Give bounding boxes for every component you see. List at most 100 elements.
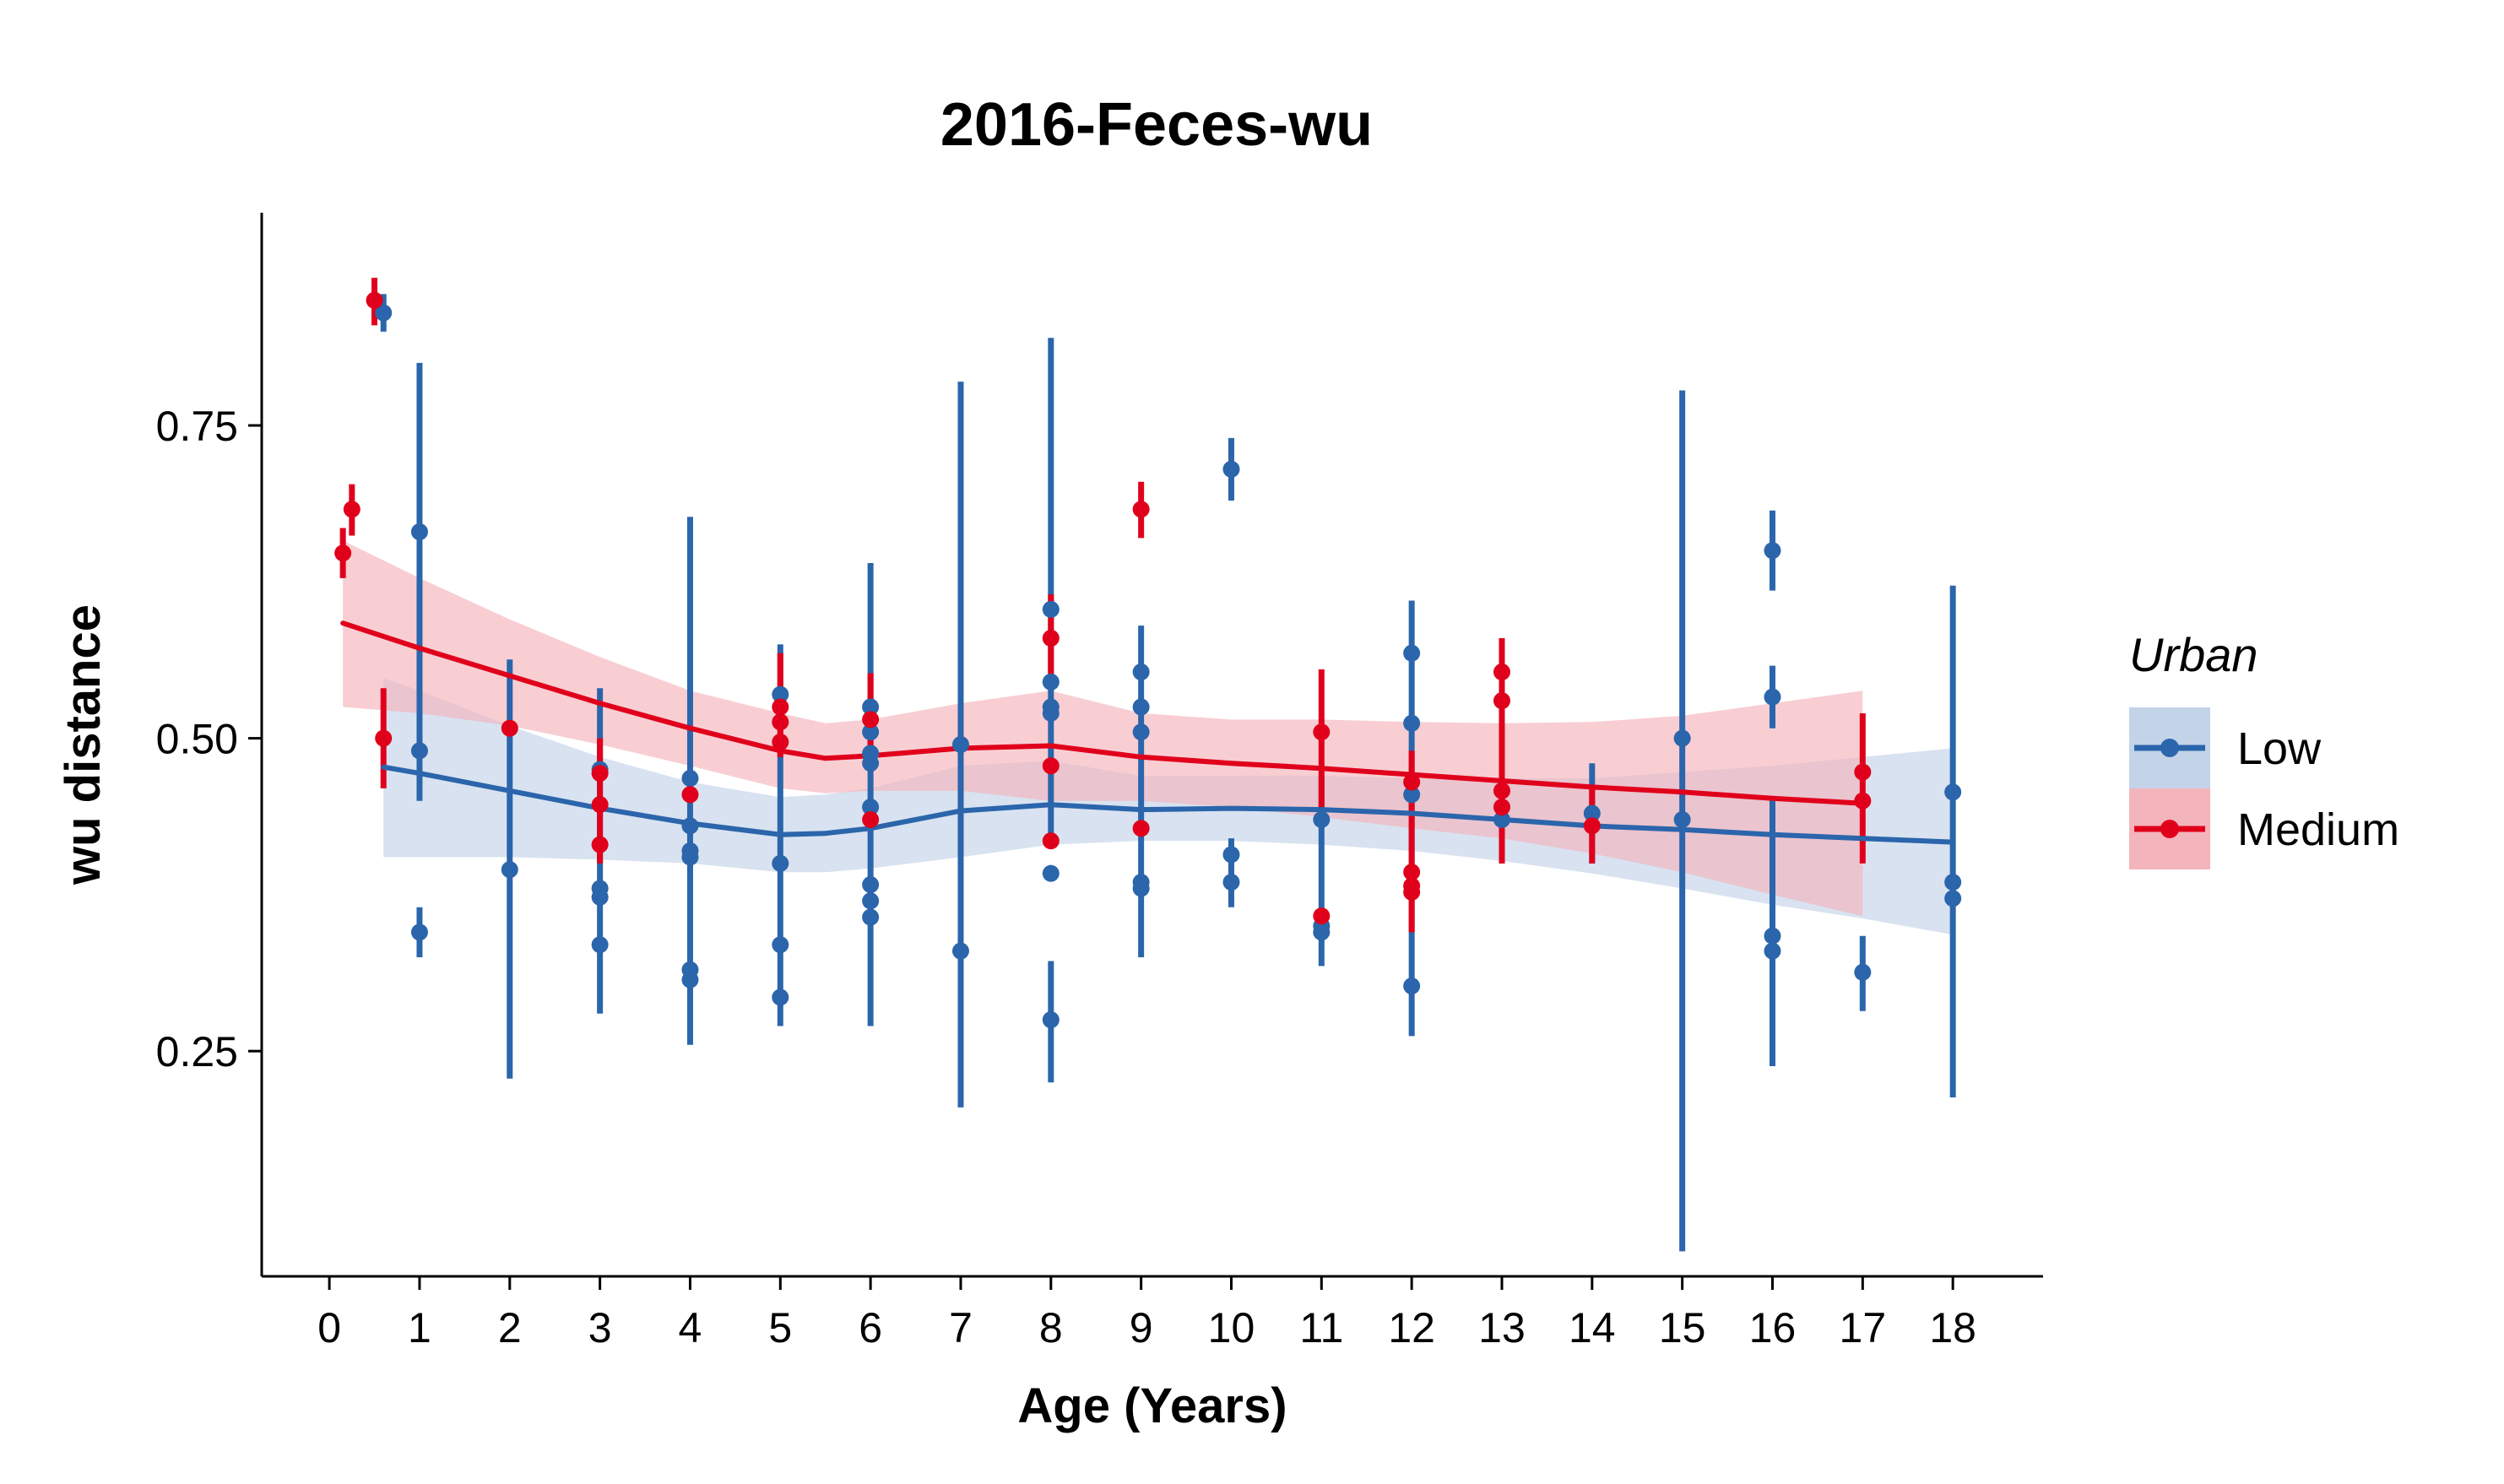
x-axis-title: Age (Years) (1017, 1378, 1287, 1433)
data-point-low-16 (772, 854, 789, 872)
data-point-low-50 (1493, 810, 1510, 828)
data-point-low-52 (1673, 729, 1691, 747)
x-tick-label-18: 18 (1929, 1304, 1976, 1351)
x-tick-label-2: 2 (498, 1304, 522, 1351)
data-point-medium-22 (1403, 864, 1421, 881)
data-point-low-39 (1132, 880, 1150, 897)
data-point-medium-17 (1132, 501, 1150, 518)
confidence-band-low (383, 678, 1954, 935)
x-tick-label-12: 12 (1388, 1304, 1435, 1351)
data-point-low-0 (375, 304, 393, 322)
data-point-medium-10 (772, 713, 789, 731)
data-point-medium-28 (1493, 799, 1510, 816)
x-tick-label-6: 6 (859, 1304, 882, 1351)
data-point-low-3 (410, 923, 428, 941)
legend-label-low: Low (2237, 723, 2322, 774)
data-point-medium-0 (334, 544, 352, 562)
data-point-low-4 (501, 861, 518, 879)
data-point-low-28 (951, 942, 969, 960)
data-point-low-25 (862, 892, 880, 910)
data-point-medium-20 (1313, 907, 1331, 925)
data-point-low-53 (1673, 810, 1691, 828)
y-axis-title: wu distance (56, 604, 111, 886)
data-point-medium-31 (1854, 792, 1872, 810)
data-point-low-36 (1132, 698, 1150, 716)
x-tick-label-5: 5 (768, 1304, 792, 1351)
data-point-low-18 (772, 988, 789, 1006)
data-point-low-60 (1944, 874, 1962, 891)
data-point-low-30 (1042, 673, 1060, 691)
x-tick-label-13: 13 (1478, 1304, 1526, 1351)
data-point-low-46 (1403, 644, 1421, 662)
data-point-low-10 (681, 817, 699, 835)
plot-area (334, 278, 1962, 1252)
data-point-medium-9 (772, 698, 789, 716)
legend-title: Urban (2129, 628, 2258, 681)
data-point-low-51 (1583, 804, 1601, 822)
data-point-medium-16 (1042, 832, 1060, 850)
data-point-low-47 (1403, 714, 1421, 732)
data-point-medium-14 (1042, 630, 1060, 647)
data-point-medium-6 (591, 796, 609, 814)
x-tick-label-17: 17 (1840, 1304, 1887, 1351)
data-point-low-20 (862, 723, 880, 741)
y-tick-label-0.25: 0.25 (156, 1028, 238, 1075)
y-tick-label-0.50: 0.50 (156, 716, 238, 763)
data-point-medium-24 (1403, 883, 1421, 901)
data-point-low-35 (1132, 663, 1150, 681)
confidence-bands (343, 540, 1954, 935)
data-point-low-45 (1313, 923, 1331, 941)
data-point-medium-15 (1042, 757, 1060, 775)
data-point-low-27 (951, 736, 969, 753)
data-point-low-14 (681, 971, 699, 988)
smooth-line-medium (340, 620, 1866, 806)
data-point-medium-5 (591, 765, 609, 783)
data-point-medium-7 (591, 836, 609, 853)
legend-label-medium: Medium (2237, 804, 2399, 855)
smooth-line-low (381, 764, 1956, 845)
legend-dot-low (2160, 739, 2179, 757)
data-point-low-40 (1222, 460, 1240, 478)
data-point-low-56 (1764, 927, 1781, 945)
data-point-medium-4 (501, 719, 518, 737)
legend-item-medium: Medium (2129, 788, 2399, 869)
x-tick-label-1: 1 (408, 1304, 431, 1351)
data-point-low-48 (1403, 786, 1421, 804)
data-point-low-17 (772, 936, 789, 954)
data-point-low-29 (1042, 600, 1060, 618)
data-point-low-22 (862, 755, 880, 772)
data-point-medium-21 (1403, 773, 1421, 791)
legend: Urban Low Medium (2129, 628, 2399, 869)
data-point-low-49 (1403, 978, 1421, 995)
data-point-medium-25 (1493, 663, 1510, 681)
chart-title: 2016-Feces-wu (940, 91, 1373, 159)
data-point-medium-26 (1493, 692, 1510, 710)
data-point-low-43 (1313, 810, 1331, 828)
x-tick-label-9: 9 (1130, 1304, 1153, 1351)
data-point-low-12 (681, 848, 699, 866)
data-point-medium-1 (343, 501, 360, 518)
x-tick-label-11: 11 (1299, 1304, 1343, 1351)
x-axis-ticks: 0 1 2 3 4 5 6 7 8 9 10 11 12 13 14 15 16 17 18 (317, 1276, 1976, 1351)
data-point-medium-8 (681, 786, 699, 804)
data-point-low-61 (1944, 890, 1962, 907)
data-point-low-41 (1222, 846, 1240, 864)
data-point-low-19 (862, 698, 880, 716)
data-point-low-54 (1764, 542, 1781, 560)
data-point-low-8 (591, 936, 609, 954)
x-tick-label-8: 8 (1039, 1304, 1063, 1351)
data-point-medium-29 (1583, 817, 1601, 835)
data-point-low-26 (862, 908, 880, 926)
data-point-medium-2 (366, 291, 383, 309)
data-point-low-57 (1764, 942, 1781, 960)
data-point-low-32 (1042, 704, 1060, 722)
x-tick-label-0: 0 (317, 1304, 341, 1351)
data-point-low-15 (772, 685, 789, 703)
data-point-medium-3 (375, 729, 393, 747)
data-point-low-55 (1764, 688, 1781, 706)
x-tick-label-3: 3 (588, 1304, 612, 1351)
smooth-lines (340, 620, 1956, 845)
x-tick-label-14: 14 (1569, 1304, 1616, 1351)
data-point-low-2 (410, 742, 428, 760)
